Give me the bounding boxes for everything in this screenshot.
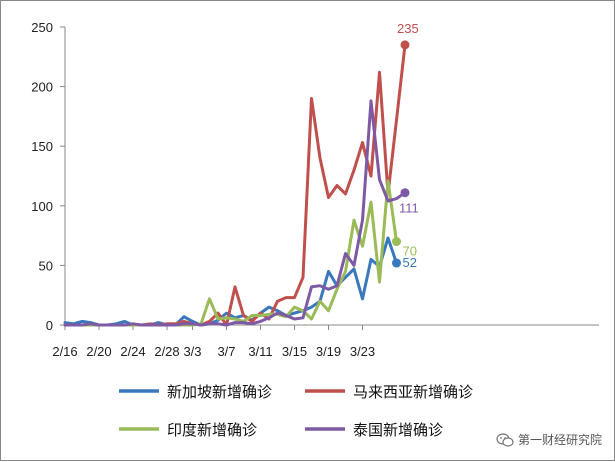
x-tick-label: 3/15 <box>282 344 307 359</box>
chart-axes <box>64 27 599 326</box>
y-tick-label: 100 <box>31 199 53 214</box>
y-tick-label: 200 <box>31 80 53 95</box>
wechat-icon <box>496 432 514 447</box>
endpoint-label-3: 111 <box>399 201 419 216</box>
legend-label-2: 印度新增确诊 <box>167 421 257 439</box>
endpoint-marker-1 <box>400 40 410 50</box>
endpoint-marker-0 <box>392 258 401 268</box>
endpoint-label-0: 52 <box>403 255 417 270</box>
endpoint-label-1: 235 <box>397 21 419 36</box>
x-tick-label: 2/20 <box>86 344 111 359</box>
y-tick-label: 250 <box>31 20 53 35</box>
watermark-text: 第一财经研究院 <box>517 433 602 447</box>
legend-label-1: 马来西亚新增确诊 <box>353 383 473 401</box>
watermark: 第一财经研究院 <box>496 431 602 448</box>
x-tick-label: 2/24 <box>120 344 145 359</box>
x-tick-label: 3/3 <box>183 344 201 359</box>
series-line-3 <box>63 99 407 327</box>
series-endpoints: 52 235 70 111 <box>392 21 419 270</box>
x-tick-label: 3/23 <box>350 344 375 359</box>
x-tick-labels: 2/16 2/20 2/24 2/28 3/3 3/7 3/11 3/15 3/19 3/23 <box>52 325 375 359</box>
x-tick-label: 2/16 <box>52 344 77 359</box>
x-tick-label: 3/7 <box>217 344 235 359</box>
y-tick-label: 0 <box>46 318 53 333</box>
legend-label-3: 泰国新增确诊 <box>353 421 443 439</box>
y-tick-label: 50 <box>39 258 53 273</box>
endpoint-marker-2 <box>392 237 401 247</box>
x-tick-label: 2/28 <box>154 344 179 359</box>
series-line-1 <box>63 43 407 327</box>
x-tick-label: 3/19 <box>316 344 341 359</box>
legend-label-0: 新加坡新增确诊 <box>167 383 272 401</box>
endpoint-label-2: 70 <box>403 244 417 259</box>
endpoint-marker-3 <box>400 188 410 198</box>
y-tick-labels: 0 50 100 150 200 250 <box>31 20 65 333</box>
x-tick-label: 3/11 <box>248 344 272 359</box>
series-lines <box>63 43 407 327</box>
y-tick-label: 150 <box>31 139 53 154</box>
